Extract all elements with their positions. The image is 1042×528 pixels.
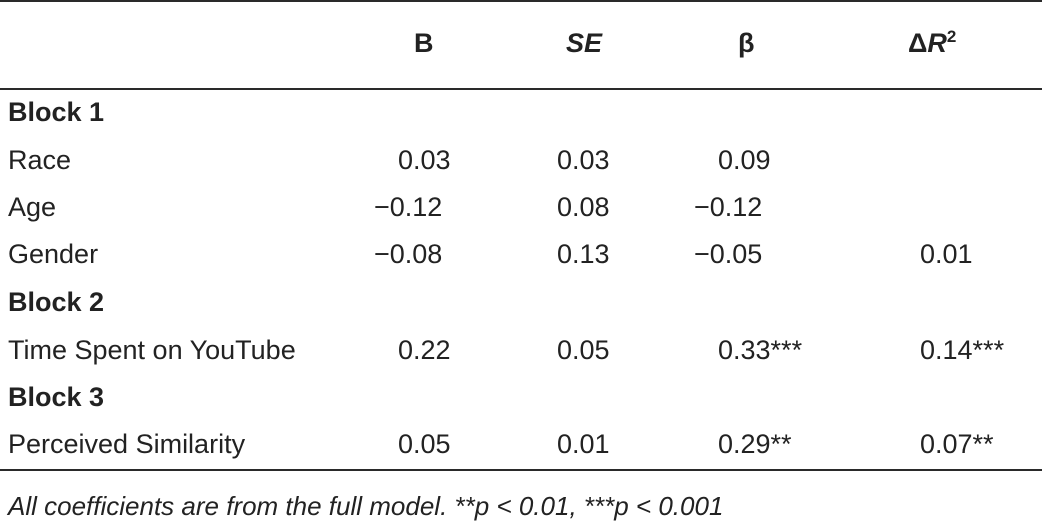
header-delta-r2: ΔR2	[908, 27, 956, 59]
header-b: B	[414, 28, 434, 58]
row-gender-dr2: 0.01	[920, 239, 973, 269]
row-perceived-similarity-dr2: 0.07**	[920, 429, 994, 459]
header-rule	[0, 88, 1042, 90]
row-age-b: −0.12	[374, 192, 443, 222]
block-1-label: Block 1	[8, 97, 105, 127]
row-race-b: 0.03	[398, 145, 451, 175]
row-race-label: Race	[8, 145, 72, 175]
row-gender-se: 0.13	[557, 239, 610, 269]
header-delta-symbol: Δ	[908, 28, 928, 58]
table-note: All coefficients are from the full model…	[8, 491, 724, 521]
row-time-youtube-dr2: 0.14***	[920, 335, 1005, 365]
row-perceived-similarity-se: 0.01	[557, 429, 610, 459]
header-se: SE	[566, 28, 603, 58]
row-time-youtube-b: 0.22	[398, 335, 451, 365]
block-2-label: Block 2	[8, 287, 105, 317]
header-r-superscript: 2	[946, 27, 957, 46]
row-gender-b: −0.08	[374, 239, 443, 269]
row-perceived-similarity-b: 0.05	[398, 429, 451, 459]
bottom-rule	[0, 469, 1042, 471]
header-r-symbol: R	[927, 28, 947, 58]
row-time-youtube-beta: 0.33***	[718, 335, 803, 365]
row-time-youtube-label: Time Spent on YouTube	[8, 335, 296, 365]
row-age-se: 0.08	[557, 192, 610, 222]
row-age-beta: −0.12	[694, 192, 763, 222]
block-3-label: Block 3	[8, 382, 105, 412]
row-race-se: 0.03	[557, 145, 610, 175]
row-gender-label: Gender	[8, 239, 99, 269]
row-age-label: Age	[8, 192, 57, 222]
row-race-beta: 0.09	[718, 145, 771, 175]
row-gender-beta: −0.05	[694, 239, 763, 269]
row-time-youtube-se: 0.05	[557, 335, 610, 365]
row-perceived-similarity-label: Perceived Similarity	[8, 429, 246, 459]
header-beta: β	[738, 28, 755, 58]
row-perceived-similarity-beta: 0.29**	[718, 429, 792, 459]
top-rule	[0, 0, 1042, 2]
